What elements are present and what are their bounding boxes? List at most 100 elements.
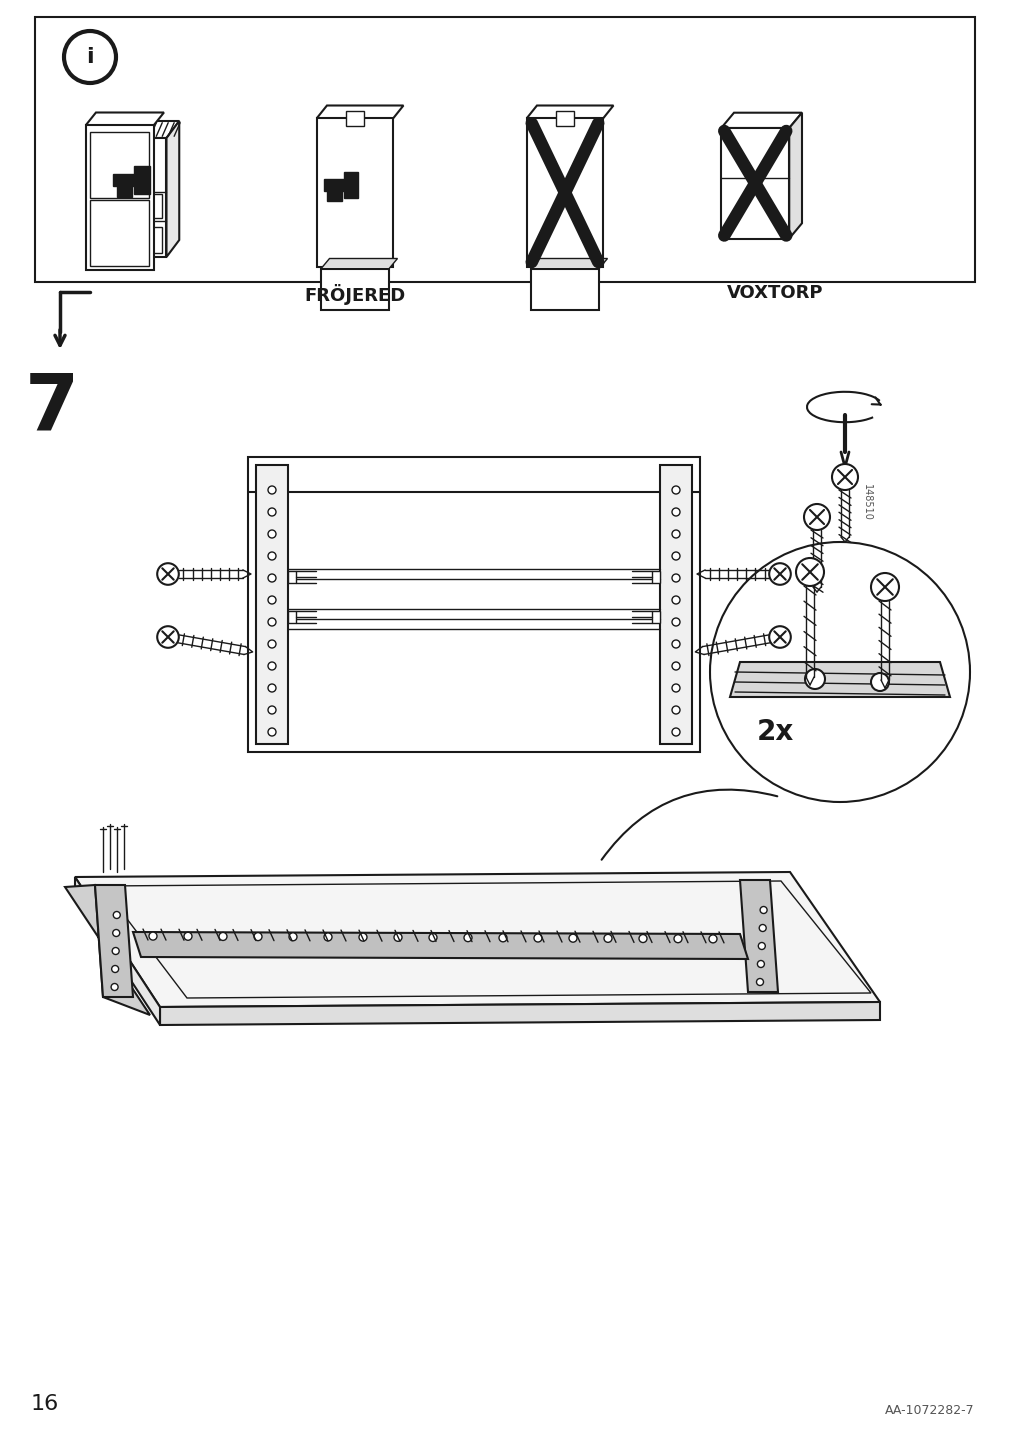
Circle shape (268, 574, 276, 581)
Polygon shape (729, 662, 949, 697)
Circle shape (831, 464, 857, 490)
Polygon shape (324, 172, 358, 198)
Circle shape (268, 508, 276, 516)
Polygon shape (160, 1002, 880, 1025)
Circle shape (111, 965, 118, 972)
Circle shape (157, 563, 179, 584)
Polygon shape (320, 259, 397, 269)
Bar (86, 125, 154, 269)
Text: VOXTORP: VOXTORP (726, 284, 822, 302)
Circle shape (604, 934, 612, 942)
Polygon shape (98, 120, 179, 137)
Circle shape (268, 619, 276, 626)
Polygon shape (167, 120, 179, 256)
Circle shape (870, 573, 898, 601)
Circle shape (756, 961, 763, 968)
Circle shape (671, 485, 679, 494)
Circle shape (268, 684, 276, 692)
Bar (90, 133, 150, 198)
Circle shape (268, 640, 276, 649)
Circle shape (756, 978, 762, 985)
Bar (103, 226, 162, 253)
Polygon shape (721, 113, 801, 127)
Circle shape (268, 596, 276, 604)
Bar (651, 571, 659, 583)
Circle shape (429, 934, 437, 941)
Circle shape (359, 934, 367, 941)
Bar (651, 611, 659, 623)
Circle shape (768, 563, 790, 584)
Circle shape (757, 942, 764, 949)
Circle shape (671, 551, 679, 560)
Bar (256, 465, 288, 745)
Bar (98, 137, 167, 256)
Polygon shape (86, 113, 164, 125)
Circle shape (638, 935, 646, 942)
Circle shape (498, 934, 507, 942)
Bar (288, 571, 295, 583)
Circle shape (289, 932, 296, 941)
Text: 7: 7 (25, 369, 79, 445)
Text: 2x: 2x (755, 717, 793, 746)
Circle shape (157, 626, 179, 647)
Polygon shape (132, 932, 747, 959)
Circle shape (184, 932, 192, 941)
Polygon shape (789, 113, 801, 239)
Circle shape (393, 934, 401, 941)
Circle shape (709, 935, 716, 942)
Circle shape (112, 948, 119, 955)
Circle shape (534, 934, 542, 942)
Circle shape (463, 934, 471, 942)
Circle shape (758, 925, 765, 931)
Bar (35, 17, 974, 282)
Bar (531, 269, 599, 309)
Circle shape (803, 504, 829, 530)
Circle shape (759, 906, 766, 914)
Text: FRÖJERED: FRÖJERED (304, 284, 405, 305)
Circle shape (268, 662, 276, 670)
Bar (346, 110, 364, 126)
Circle shape (804, 669, 824, 689)
Bar (721, 127, 789, 239)
Circle shape (218, 932, 226, 941)
Bar (320, 269, 388, 309)
Circle shape (671, 706, 679, 715)
Polygon shape (65, 885, 150, 1015)
Circle shape (671, 727, 679, 736)
Text: i: i (86, 47, 94, 67)
Polygon shape (527, 106, 613, 119)
Text: 148510: 148510 (861, 484, 871, 520)
Circle shape (671, 640, 679, 649)
Circle shape (112, 929, 119, 937)
Polygon shape (327, 190, 342, 200)
Polygon shape (116, 186, 132, 198)
Polygon shape (531, 259, 607, 269)
Text: 16: 16 (31, 1393, 59, 1413)
Circle shape (671, 619, 679, 626)
Text: AA-1072282-7: AA-1072282-7 (885, 1403, 974, 1416)
Circle shape (671, 596, 679, 604)
Polygon shape (113, 166, 150, 193)
Bar (527, 119, 603, 266)
Polygon shape (95, 885, 132, 997)
Bar (248, 457, 700, 752)
Polygon shape (316, 106, 403, 119)
Bar (555, 110, 574, 126)
Circle shape (671, 684, 679, 692)
Circle shape (268, 706, 276, 715)
Circle shape (671, 662, 679, 670)
Circle shape (870, 673, 888, 692)
Circle shape (64, 32, 116, 83)
Circle shape (149, 932, 157, 939)
Circle shape (111, 984, 118, 991)
Circle shape (710, 541, 969, 802)
Bar (103, 193, 162, 218)
Circle shape (568, 934, 576, 942)
Circle shape (324, 934, 332, 941)
Bar (316, 119, 393, 266)
Circle shape (671, 574, 679, 581)
Circle shape (768, 626, 790, 647)
Bar (90, 200, 150, 265)
Circle shape (268, 727, 276, 736)
Circle shape (671, 508, 679, 516)
